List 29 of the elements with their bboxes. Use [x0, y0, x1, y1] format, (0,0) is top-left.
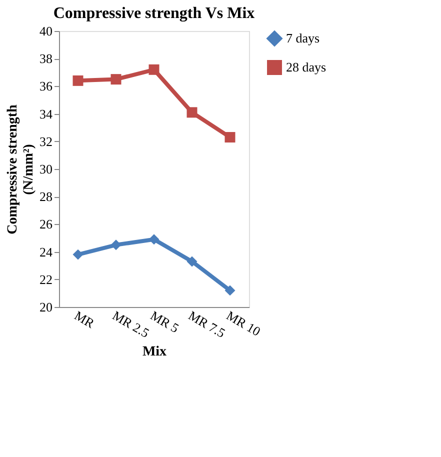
chart-title: Compressive strength Vs Mix: [53, 5, 255, 22]
y-tick-label: 24: [40, 244, 53, 260]
y-tick-label: 40: [40, 24, 52, 38]
point: [224, 132, 236, 143]
legend-label: 7 days: [286, 30, 320, 46]
x-tick-label: MR: [72, 308, 98, 332]
y-tick-label: 34: [40, 106, 53, 122]
y-axis-title: Compressive strength (N/mm²): [6, 104, 36, 234]
point: [110, 74, 122, 85]
y-tick-label: 20: [40, 300, 52, 314]
y-tick-label: 32: [40, 134, 52, 149]
y-tick-label: 28: [40, 189, 52, 204]
legend-label: 28 days: [286, 60, 326, 74]
point: [224, 285, 236, 296]
point: [148, 64, 160, 75]
y-tick-label: 22: [40, 272, 52, 287]
y-tick-label: 26: [40, 216, 53, 232]
x-tick-label: MR 10: [224, 308, 264, 339]
point: [72, 249, 84, 260]
x-tick-label: MR 5: [148, 308, 182, 336]
point: [72, 75, 84, 86]
point: [186, 256, 198, 267]
y-tick-label: 36: [40, 78, 53, 94]
point: [186, 107, 198, 118]
point: [148, 234, 160, 245]
point: [110, 240, 122, 250]
y-tick-label: 38: [40, 51, 52, 66]
y-tick-label: 30: [40, 162, 52, 176]
x-axis-title: Mix: [142, 344, 167, 360]
